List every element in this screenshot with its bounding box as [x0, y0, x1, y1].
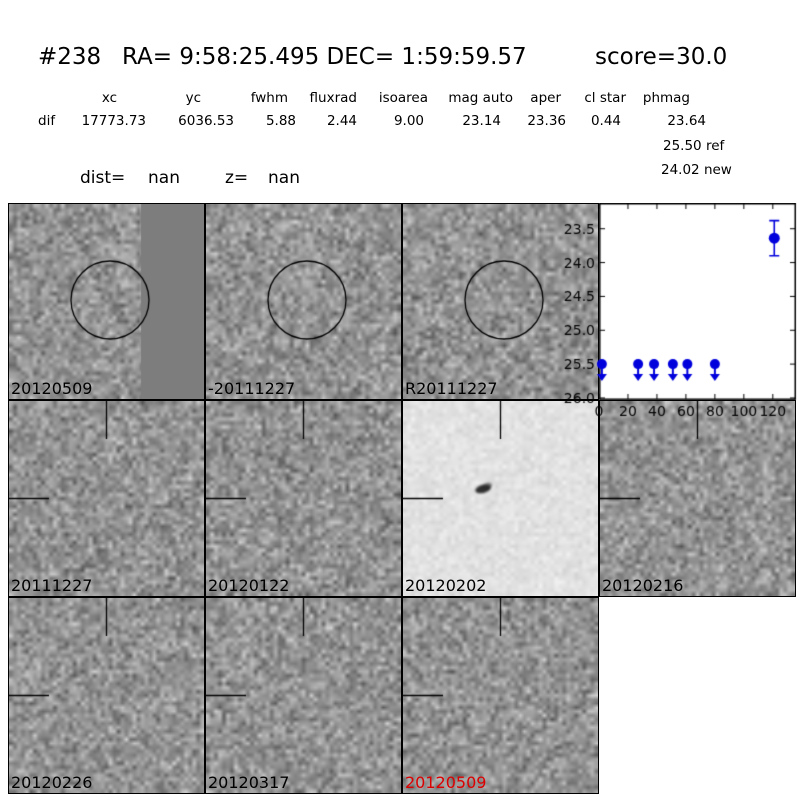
cutout-label: 20120226	[11, 773, 93, 793]
cutout-panel-R20111227: R20111227	[402, 203, 599, 400]
cutout-label: 20120317	[208, 773, 290, 793]
cutout-panel-20120509: 20120509	[402, 597, 599, 794]
ref-magnitude: 25.50 ref	[663, 138, 725, 154]
coordinates: RA= 9:58:25.495 DEC= 1:59:59.57	[122, 44, 527, 70]
cutout-image	[403, 204, 598, 399]
table-cell: 23.14	[462, 113, 501, 129]
cutout-label: -20111227	[208, 379, 296, 399]
cutout-label: R20111227	[405, 379, 498, 399]
column-header: yc	[185, 90, 201, 106]
cutout-image	[206, 598, 401, 793]
new-magnitude: 24.02 new	[661, 162, 732, 178]
table-cell: 9.00	[393, 113, 424, 129]
table-cell: 0.44	[590, 113, 621, 129]
cutout-image	[403, 598, 598, 793]
object-id: #238	[38, 44, 102, 70]
cutout-panel-20120202: 20120202	[402, 400, 599, 597]
cutout-image	[206, 401, 401, 596]
cutout-panel-20120317: 20120317	[205, 597, 402, 794]
table-cell: 5.88	[265, 113, 296, 129]
table-cell: 6036.53	[178, 113, 234, 129]
column-header: phmag	[642, 90, 690, 106]
table-cell: 2.44	[326, 113, 357, 129]
cutout-label: 20111227	[11, 576, 93, 596]
column-header: aper	[530, 90, 561, 106]
cutout-image	[9, 598, 204, 793]
table-cell: 23.64	[667, 113, 706, 129]
score: score=30.0	[595, 44, 728, 70]
table-cell: 17773.73	[81, 113, 146, 129]
cutout-label: 20120216	[602, 576, 684, 596]
cutout-panel-20120509: 20120509	[8, 203, 205, 400]
column-header: cl star	[584, 90, 626, 106]
column-header: fluxrad	[309, 90, 357, 106]
column-header: fwhm	[250, 90, 288, 106]
cutout-panel-20120226: 20120226	[8, 597, 205, 794]
cutout-panel-20120216: 20120216	[599, 400, 796, 597]
cutout-panel-20120122: 20120122	[205, 400, 402, 597]
column-header: mag auto	[448, 90, 513, 106]
cutout-image	[206, 204, 401, 399]
dist-label: dist=	[80, 168, 126, 188]
cutout-image	[600, 401, 795, 596]
cutout-image	[403, 401, 598, 596]
cutout-label: 20120509	[405, 773, 487, 793]
column-header: xc	[101, 90, 117, 106]
cutout-label: 20120509	[11, 379, 93, 399]
column-header: isoarea	[378, 90, 428, 106]
cutout-image	[9, 204, 204, 399]
z-value: nan	[268, 168, 300, 188]
cutout-label: 20120202	[405, 576, 487, 596]
table-cell: 23.36	[527, 113, 566, 129]
z-label: z=	[225, 168, 249, 188]
dist-value: nan	[148, 168, 180, 188]
cutout-image	[9, 401, 204, 596]
cutout-panel--20111227: -20111227	[205, 203, 402, 400]
cutout-label: 20120122	[208, 576, 290, 596]
cutout-panel-20111227: 20111227	[8, 400, 205, 597]
row-label: dif	[38, 113, 56, 129]
